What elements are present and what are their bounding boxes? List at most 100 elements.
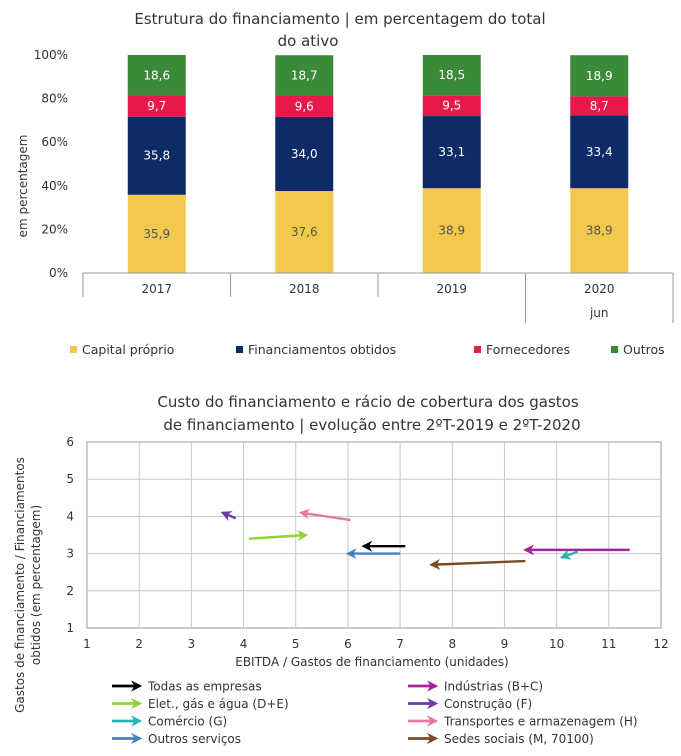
bar-legend-label: Outros xyxy=(623,342,665,357)
bar-data-label: 18,7 xyxy=(291,69,318,83)
bar-x-tick-label: 2017 xyxy=(141,282,172,296)
bar-y-tick-label: 0% xyxy=(49,266,68,280)
arrow-y-tick-label: 4 xyxy=(66,509,74,523)
bar-data-label: 9,6 xyxy=(295,99,314,113)
arrow-chart-grid xyxy=(86,441,662,629)
arrow-x-tick-label: 10 xyxy=(549,637,564,651)
bar-fornecedores-2018 xyxy=(275,95,334,117)
arrow-y-tick-label: 6 xyxy=(66,435,74,449)
arrow-y-tick-label: 5 xyxy=(66,472,74,486)
bar-data-label: 18,6 xyxy=(143,68,170,82)
bar-legend-swatch xyxy=(474,346,481,353)
bar-outros-2018 xyxy=(275,55,334,96)
bar-y-axis: 0% 20% 40% 60% 80% 100% xyxy=(34,48,68,280)
bar-legend-swatch xyxy=(236,346,243,353)
bar-outros-2017 xyxy=(127,55,186,96)
bar-x-sub-label: jun xyxy=(589,306,609,320)
bar-data-label: 9,7 xyxy=(147,99,166,113)
arrow-chart: Custo do financiamento e rácio de cobert… xyxy=(13,393,669,746)
bar-legend-swatch xyxy=(611,346,618,353)
arrow-chart-ylabel-line2: obtidos (em percentagem) xyxy=(29,505,43,665)
bar-capital-proprio-2018 xyxy=(275,191,334,273)
bar-data-label: 33,4 xyxy=(586,145,613,159)
arrow-x-tick-label: 6 xyxy=(344,637,352,651)
bar-financiamentos-obtidos-2018 xyxy=(275,116,334,192)
arrow-chart-xlabel: EBITDA / Gastos de financiamento (unidad… xyxy=(235,655,509,669)
arrow-y-tick-label: 2 xyxy=(66,584,74,598)
bar-capital-proprio-2019 xyxy=(422,188,481,273)
bar-data-label: 18,5 xyxy=(438,68,465,82)
bar-x-tick-label: 2020 xyxy=(584,282,615,296)
arrow-legend-label: Comércio (G) xyxy=(148,715,227,729)
arrow-chart-ylabel-line1: Gastos de financiamento / Financiamentos xyxy=(13,457,27,713)
bar-data-label: 8,7 xyxy=(590,99,609,113)
arrow-x-tick-label: 7 xyxy=(396,637,404,651)
arrow-construcao-f xyxy=(220,511,237,522)
arrow-legend-label: Todas as empresas xyxy=(147,680,262,694)
bar-data-label: 38,9 xyxy=(586,224,613,238)
bar-legend-label: Capital próprio xyxy=(82,342,174,357)
arrow-chart-plot-area xyxy=(86,441,662,629)
arrow-legend-label: Indústrias (B+C) xyxy=(444,680,543,694)
arrow-x-tick-label: 11 xyxy=(601,637,616,651)
bar-outros-2020 xyxy=(570,55,629,97)
bar-fornecedores-2017 xyxy=(127,95,186,117)
arrow-chart-title-line1: Custo do financiamento e rácio de cobert… xyxy=(157,393,578,411)
bar-chart-title-line2: do ativo xyxy=(278,32,339,50)
bar-data-label: 18,9 xyxy=(586,69,613,83)
bar-financiamentos-obtidos-2020 xyxy=(570,115,629,189)
arrow-x-tick-label: 9 xyxy=(501,637,509,651)
bar-y-tick-label: 40% xyxy=(41,179,68,193)
bar-chart-ylabel: em percentagem xyxy=(16,135,30,238)
bar-fornecedores-2019 xyxy=(422,95,481,117)
bar-y-tick-label: 20% xyxy=(41,222,68,236)
arrow-elet-gas-e-agua-d-e xyxy=(248,530,309,541)
arrow-comercio-g xyxy=(559,549,578,560)
bar-outros-2019 xyxy=(422,55,481,96)
arrow-legend-label: Transportes e armazenagem (H) xyxy=(443,715,638,729)
arrow-sedes-sociais-m-70100 xyxy=(429,559,526,570)
bar-data-label: 34,0 xyxy=(291,147,318,161)
bar-chart-title-line1: Estrutura do financiamento | em percenta… xyxy=(134,10,545,28)
bar-data-label: 37,6 xyxy=(291,225,318,239)
bar-data-label: 33,1 xyxy=(438,145,465,159)
bar-capital-proprio-2017 xyxy=(127,194,186,273)
bar-data-label: 38,9 xyxy=(438,224,465,238)
arrow-series xyxy=(220,508,630,570)
bar-x-axis: 2017 2018 2019 2020 jun xyxy=(82,272,674,323)
bar-legend-label: Financiamentos obtidos xyxy=(248,342,396,357)
arrow-x-tick-label: 12 xyxy=(653,637,668,651)
arrow-legend-label: Outros serviços xyxy=(148,732,241,746)
bar-x-tick-label: 2018 xyxy=(289,282,320,296)
arrow-legend-label: Sedes sociais (M, 70100) xyxy=(444,732,594,746)
bar-fornecedores-2020 xyxy=(570,96,629,116)
bar-capital-proprio-2020 xyxy=(570,188,629,273)
bar-data-label: 35,8 xyxy=(143,149,170,163)
arrow-x-tick-label: 3 xyxy=(188,637,196,651)
arrow-x-tick-label: 8 xyxy=(448,637,456,651)
arrow-legend-label: Elet., gás e água (D+E) xyxy=(148,697,289,711)
bar-data-label: 9,5 xyxy=(442,99,461,113)
arrow-x-tick-label: 2 xyxy=(135,637,143,651)
bar-y-tick-label: 100% xyxy=(34,48,68,62)
arrow-y-tick-label: 3 xyxy=(66,547,74,561)
arrow-transportes-e-armazenagem-h xyxy=(298,508,351,522)
bar-y-tick-label: 60% xyxy=(41,135,68,149)
arrow-chart-title-line2: de financiamento | evolução entre 2ºT-20… xyxy=(163,416,580,434)
arrow-y-tick-label: 1 xyxy=(66,621,74,635)
bar-legend-swatch xyxy=(70,346,77,353)
bar-legend-label: Fornecedores xyxy=(486,342,570,357)
bar-series: 35,9 35,8 9,7 18,6 37,6 34,0 9,6 18,7 38,9 33,1 9,… xyxy=(127,55,629,273)
arrow-x-tick-label: 4 xyxy=(240,637,248,651)
arrow-legend: Todas as empresas Elet., gás e água (D+E)… xyxy=(112,680,638,746)
bar-data-label: 35,9 xyxy=(143,227,170,241)
arrow-x-tick-label: 5 xyxy=(292,637,300,651)
bar-legend: Capital próprio Financiamentos obtidos For… xyxy=(70,342,665,357)
bar-y-tick-label: 80% xyxy=(41,92,68,106)
bar-financiamentos-obtidos-2019 xyxy=(422,116,481,189)
arrow-legend-label: Construção (F) xyxy=(444,697,532,711)
bar-x-tick-label: 2019 xyxy=(436,282,467,296)
arrow-chart-ylabel: Gastos de financiamento / Financiamentos… xyxy=(13,457,43,713)
